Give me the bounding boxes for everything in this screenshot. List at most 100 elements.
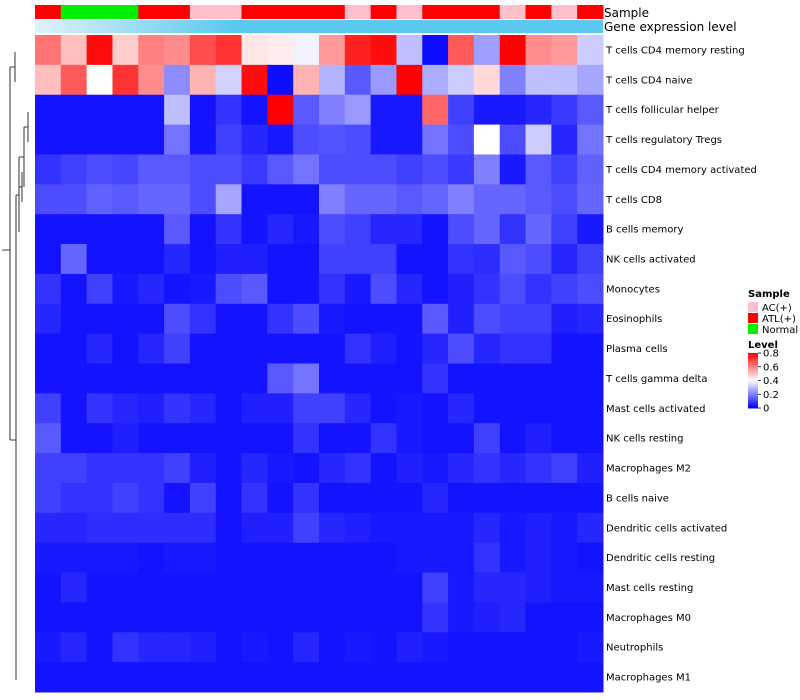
legend-level-step xyxy=(748,353,758,356)
heatmap-cell xyxy=(164,184,191,215)
legend-level-step xyxy=(748,376,758,380)
heatmap-cell xyxy=(370,423,397,454)
row-label: Macrophages M2 xyxy=(606,464,691,475)
heatmap-cell xyxy=(189,124,217,155)
heatmap-cell xyxy=(86,35,113,66)
expression-track-label: Gene expression level xyxy=(604,20,737,34)
heatmap-cell xyxy=(138,214,165,245)
legend-level-tick: 0.6 xyxy=(763,362,779,373)
heatmap-cell xyxy=(241,333,268,364)
heatmap-cell xyxy=(60,154,88,185)
heatmap-cell xyxy=(293,154,320,185)
heatmap-cell xyxy=(112,482,139,514)
heatmap-cell xyxy=(293,423,320,454)
heatmap-cell xyxy=(525,94,552,126)
heatmap-cell xyxy=(370,94,397,126)
heatmap-cell xyxy=(267,333,294,364)
heatmap-cell xyxy=(86,214,113,245)
dendrogram-branch xyxy=(2,52,29,680)
heatmap-cell xyxy=(344,363,372,394)
heatmap-cell xyxy=(319,662,346,693)
heatmap-cell xyxy=(60,124,88,155)
heatmap-cell xyxy=(473,154,501,185)
row-label: B cells memory xyxy=(606,225,683,236)
heatmap-cell xyxy=(577,214,604,245)
heatmap-cell xyxy=(60,482,88,514)
heatmap-cell xyxy=(370,154,397,185)
heatmap-cell xyxy=(86,423,113,454)
heatmap-cell xyxy=(112,94,139,126)
row-label: B cells naive xyxy=(606,493,669,504)
heatmap-cell xyxy=(551,64,578,96)
sample-annotation-cell xyxy=(241,5,268,19)
heatmap-cell xyxy=(164,542,191,574)
heatmap-cell xyxy=(293,124,320,155)
expression-annotation-track xyxy=(35,20,603,33)
heatmap-cell xyxy=(189,662,217,693)
heatmap-cell xyxy=(189,572,217,603)
heatmap-cell xyxy=(370,512,397,544)
heatmap-cell xyxy=(293,632,320,663)
heatmap-cell xyxy=(60,423,88,454)
heatmap-cell xyxy=(473,512,501,544)
heatmap-cell xyxy=(499,124,527,155)
sample-annotation-cell xyxy=(60,5,88,19)
heatmap-cell xyxy=(551,244,578,275)
legend-level-step xyxy=(748,360,758,364)
heatmap-cell xyxy=(267,572,294,603)
heatmap-cell xyxy=(551,662,578,693)
heatmap-cell xyxy=(422,423,449,454)
heatmap-cell xyxy=(319,35,346,66)
heatmap-cell xyxy=(344,572,372,603)
row-label: T cells gamma delta xyxy=(605,374,707,385)
heatmap-cell xyxy=(577,35,604,66)
heatmap-cell xyxy=(344,214,372,245)
heatmap-cell xyxy=(525,453,552,484)
heatmap-cell xyxy=(164,602,191,633)
heatmap-cell xyxy=(396,244,423,275)
heatmap-cell xyxy=(422,184,449,215)
heatmap-cell xyxy=(164,572,191,603)
heatmap-cell xyxy=(112,64,139,96)
heatmap-cell xyxy=(551,154,578,185)
heatmap-cell xyxy=(319,453,346,484)
heatmap-cell xyxy=(551,572,578,603)
heatmap-cell xyxy=(370,363,397,394)
heatmap-cell xyxy=(525,303,552,335)
heatmap-cell xyxy=(396,94,423,126)
heatmap-cell xyxy=(293,572,320,603)
heatmap-cell xyxy=(189,273,217,305)
row-label: Neutrophils xyxy=(606,643,663,654)
heatmap-cell xyxy=(241,64,268,96)
sample-annotation-cell xyxy=(473,5,501,19)
legend-sample-title: Sample xyxy=(748,289,790,300)
heatmap-cell xyxy=(344,333,372,364)
heatmap-cell xyxy=(370,482,397,514)
heatmap-cell xyxy=(525,482,552,514)
heatmap-cell xyxy=(215,453,243,484)
heatmap-cell xyxy=(293,482,320,514)
heatmap-cell xyxy=(499,572,527,603)
heatmap-cell xyxy=(60,35,88,66)
heatmap-cell xyxy=(267,184,294,215)
heatmap-cell xyxy=(422,214,449,245)
heatmap-cell xyxy=(215,273,243,305)
heatmap-cell xyxy=(164,214,191,245)
heatmap-cell xyxy=(267,632,294,663)
heatmap-cell xyxy=(577,632,604,663)
heatmap-cell xyxy=(396,453,423,484)
legend-level-step xyxy=(748,406,758,409)
heatmap-cell xyxy=(499,184,527,215)
heatmap-cell xyxy=(577,542,604,574)
sample-annotation-cell xyxy=(344,5,372,19)
heatmap-cell xyxy=(370,124,397,155)
heatmap-cell xyxy=(499,64,527,96)
heatmap-cell xyxy=(35,393,62,424)
row-label: Dendritic cells resting xyxy=(606,553,715,564)
heatmap-cell xyxy=(525,124,552,155)
heatmap-cell xyxy=(215,303,243,335)
legend-level-step xyxy=(748,398,758,401)
heatmap-cell xyxy=(499,35,527,66)
heatmap-cell xyxy=(164,35,191,66)
heatmap-cell xyxy=(215,423,243,454)
